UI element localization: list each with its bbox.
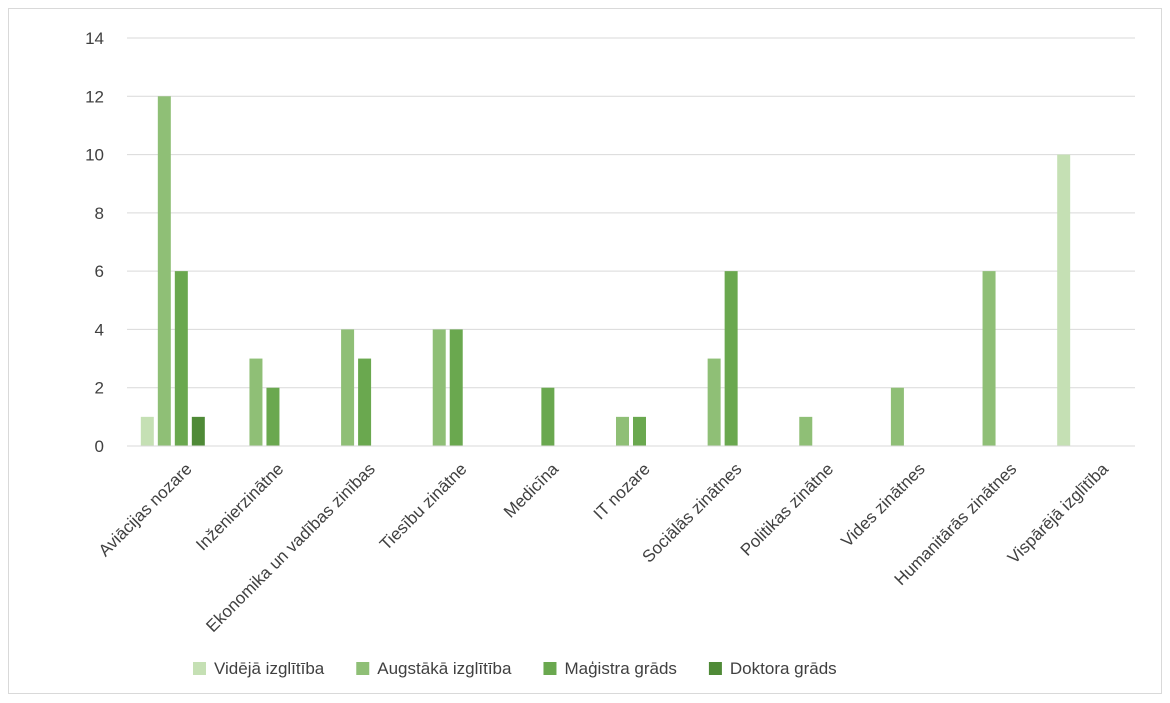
y-tick-label: 14 [85, 29, 104, 48]
x-tick-label: Aviācijas nozare [95, 459, 196, 560]
legend-label: Doktora grāds [730, 659, 837, 678]
bar [157, 96, 171, 447]
legend-swatch [543, 662, 557, 675]
legend-label: Maģistra grāds [564, 659, 676, 678]
y-tick-label: 0 [95, 437, 104, 456]
bars [140, 96, 1071, 447]
bar [890, 387, 904, 446]
bar [982, 271, 996, 446]
bar [707, 358, 721, 446]
y-tick-label: 12 [85, 87, 104, 106]
y-tick-label: 4 [95, 320, 104, 339]
legend-label: Augstākā izglītība [377, 659, 512, 678]
bar [358, 358, 372, 446]
legend: Vidējā izglītība Augstākā izglītība Maģist… [193, 659, 837, 678]
y-tick-label: 10 [85, 146, 104, 165]
x-tick-label: Tiesību zinātne [376, 459, 471, 554]
bar [249, 358, 263, 446]
y-tick-label: 6 [95, 262, 104, 281]
bar [633, 416, 646, 446]
x-axis-ticks: Aviācijas nozareInženierzinātneEkonomika… [95, 459, 1113, 636]
bar [799, 416, 813, 446]
legend-swatch [708, 662, 722, 675]
legend-swatch [356, 662, 370, 675]
x-tick-label: Inženierzinātne [192, 459, 287, 554]
bar [191, 416, 205, 446]
bar [1057, 154, 1071, 447]
chart-frame [8, 8, 1162, 694]
bar [266, 387, 280, 446]
x-tick-label: Politikas zinātne [737, 459, 837, 559]
x-tick-label: Ekonomika un vadības zinības [202, 459, 378, 635]
y-axis-ticks: 0 2 4 6 8 10 12 14 [85, 29, 104, 456]
bar [449, 329, 463, 446]
legend-label: Vidējā izglītība [214, 659, 325, 678]
bar [432, 329, 446, 446]
bar [616, 416, 629, 446]
bar [341, 329, 355, 446]
bar [724, 271, 738, 446]
x-tick-label: Medicīna [500, 459, 563, 522]
bar [174, 271, 188, 446]
y-tick-label: 8 [95, 204, 104, 223]
x-tick-label: Vides zinātnes [837, 459, 928, 550]
y-tick-label: 2 [95, 379, 104, 398]
x-tick-label: Sociālās zinātnes [638, 459, 745, 566]
legend-swatch [193, 662, 206, 675]
bar [140, 416, 154, 446]
bar [541, 387, 555, 446]
x-tick-label: IT nozare [590, 459, 654, 523]
gridlines [127, 37, 1135, 389]
x-tick-label: Vispārējā izglītība [1004, 459, 1112, 567]
